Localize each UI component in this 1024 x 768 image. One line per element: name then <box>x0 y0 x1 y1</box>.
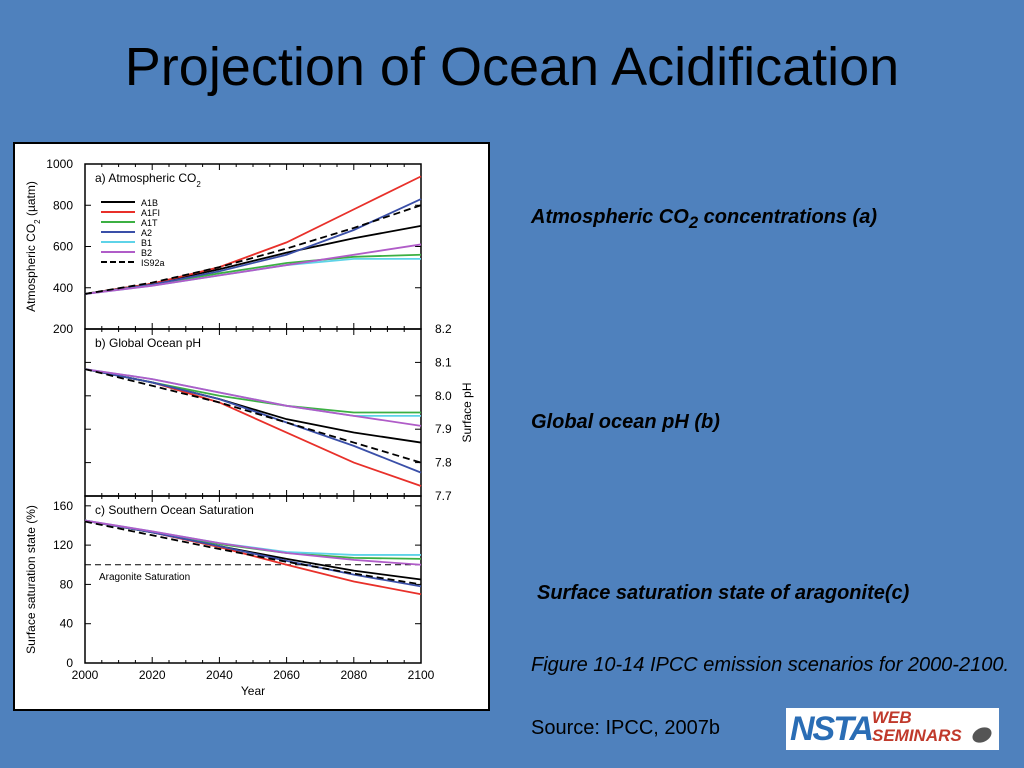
caption-aragonite-saturation: Surface saturation state of aragonite(c) <box>537 582 910 604</box>
logo-line2: SEMINARS <box>872 726 962 745</box>
series-line-b1 <box>84 257 421 295</box>
y-tick-label: 40 <box>60 617 74 631</box>
caption-atmospheric-co2: Atmospheric CO2 concentrations (a) <box>531 206 877 233</box>
x-tick-label: 2080 <box>340 668 367 682</box>
y-tick-label: 600 <box>53 240 73 254</box>
y-tick-label: 400 <box>53 281 73 295</box>
y-tick-label: 80 <box>60 577 74 591</box>
y-tick-label: 8.1 <box>435 355 452 369</box>
y-tick-label: 120 <box>53 538 73 552</box>
y-tick-label: 7.8 <box>435 456 452 470</box>
series-line-is92a <box>84 368 422 464</box>
legend-label-a1fi: A1FI <box>141 208 160 218</box>
legend-label-b2: B2 <box>141 248 152 258</box>
logo-line1: WEB <box>872 708 912 727</box>
y-tick-label: 7.9 <box>435 422 452 436</box>
y-tick-label: 200 <box>53 322 73 336</box>
y-tick-label: 1000 <box>46 157 73 171</box>
series-line-b2 <box>84 243 422 295</box>
x-tick-label: 2020 <box>139 668 166 682</box>
y-axis-label: Surface saturation state (%) <box>24 505 38 654</box>
caption-a-rest: concentrations (a) <box>698 206 877 228</box>
series-line-a1b <box>84 224 422 295</box>
figure-source: Source: IPCC, 2007b <box>531 717 720 739</box>
chart-panel-0: 200 400 600 800 1000 a) Atmospheric CO2 Atmosp… <box>24 157 422 336</box>
y-tick-label: 0 <box>66 656 73 670</box>
legend-label-a1b: A1B <box>141 198 158 208</box>
x-tick-label: 2060 <box>273 668 300 682</box>
y-tick-label: 8.2 <box>435 322 452 336</box>
figure-panel: 200 400 600 800 1000 a) Atmospheric CO2 Atmosp… <box>13 142 490 711</box>
panel-title: a) Atmospheric CO2 <box>95 171 201 189</box>
series-line-a1b <box>84 368 422 444</box>
slide-title: Projection of Ocean Acidification <box>124 37 900 97</box>
legend-label-b1: B1 <box>141 238 152 248</box>
caption-a-main: Atmospheric CO <box>531 206 689 228</box>
y-tick-label: 7.7 <box>435 489 452 503</box>
x-tick-label: 2100 <box>408 668 435 682</box>
y-axis-label: Surface pH <box>460 382 474 442</box>
legend-label-a1t: A1T <box>141 218 158 228</box>
x-tick-label: 2000 <box>72 668 99 682</box>
threshold-label: Aragonite Saturation <box>99 572 190 583</box>
y-tick-label: 800 <box>53 198 73 212</box>
series-line-b2 <box>84 519 422 566</box>
chart-panel-1: 7.7 7.8 7.9 8.0 8.1 8.2 b) Global Ocean pH Surf… <box>84 322 474 503</box>
panel-title: b) Global Ocean pH <box>95 336 201 350</box>
caption-global-ocean-ph: Global ocean pH (b) <box>531 411 720 433</box>
chart-panel-2: 0 40 80 120 160 Aragonite Saturation c) Southe… <box>24 495 435 698</box>
series-line-is92a <box>84 520 422 586</box>
series-line-a1t <box>84 368 421 414</box>
y-tick-label: 160 <box>53 499 73 513</box>
legend-label-is92a: IS92a <box>141 258 165 268</box>
y-tick-label: 8.0 <box>435 389 452 403</box>
series-line-is92a <box>84 204 422 295</box>
series-line-b1 <box>84 519 421 556</box>
caption-a-sub: 2 <box>688 213 699 232</box>
series-line-a1fi <box>84 368 422 487</box>
panel-title: c) Southern Ocean Saturation <box>95 503 254 517</box>
figure-note: Figure 10-14 IPCC emission scenarios for… <box>531 654 1010 676</box>
series-line-a2 <box>84 198 422 295</box>
series-line-b2 <box>84 368 422 427</box>
legend-label-a2: A2 <box>141 228 152 238</box>
logo-brand: NSTA <box>790 710 874 748</box>
x-tick-label: 2040 <box>206 668 233 682</box>
nsta-web-seminars-logo: NSTA WEB SEMINARS <box>786 708 999 750</box>
x-axis-label: Year <box>241 684 265 698</box>
y-axis-label: Atmospheric CO2 (µatm) <box>24 181 42 312</box>
mouse-icon <box>969 724 995 746</box>
series-line-a2 <box>84 368 422 474</box>
panel-frame <box>84 163 422 330</box>
